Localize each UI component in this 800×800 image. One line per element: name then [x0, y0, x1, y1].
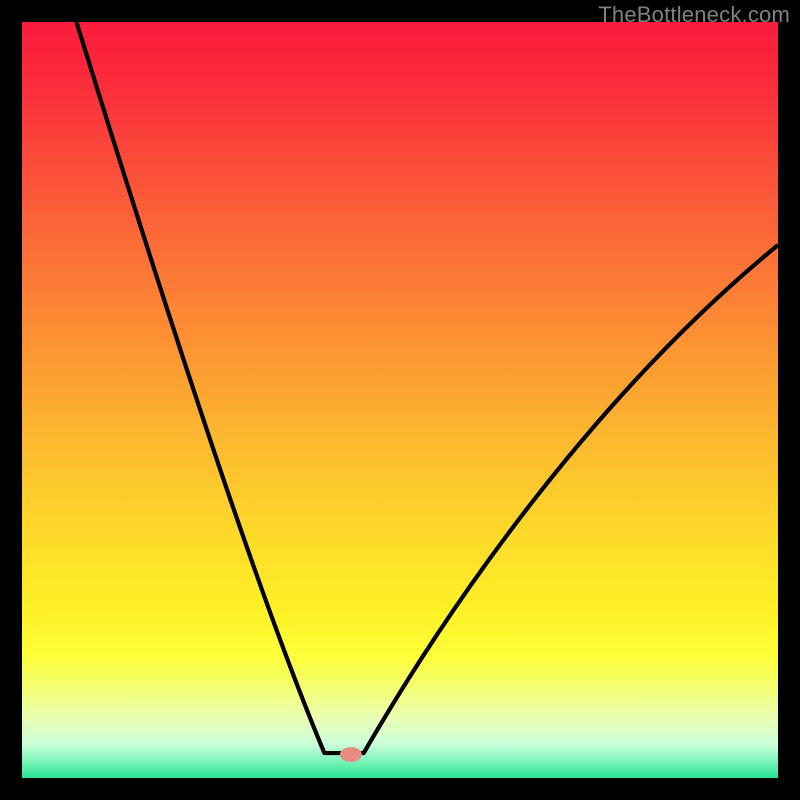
gradient-background [22, 22, 778, 778]
plot-area [22, 22, 778, 778]
watermark-text: TheBottleneck.com [598, 2, 790, 28]
chart-frame: TheBottleneck.com [0, 0, 800, 800]
